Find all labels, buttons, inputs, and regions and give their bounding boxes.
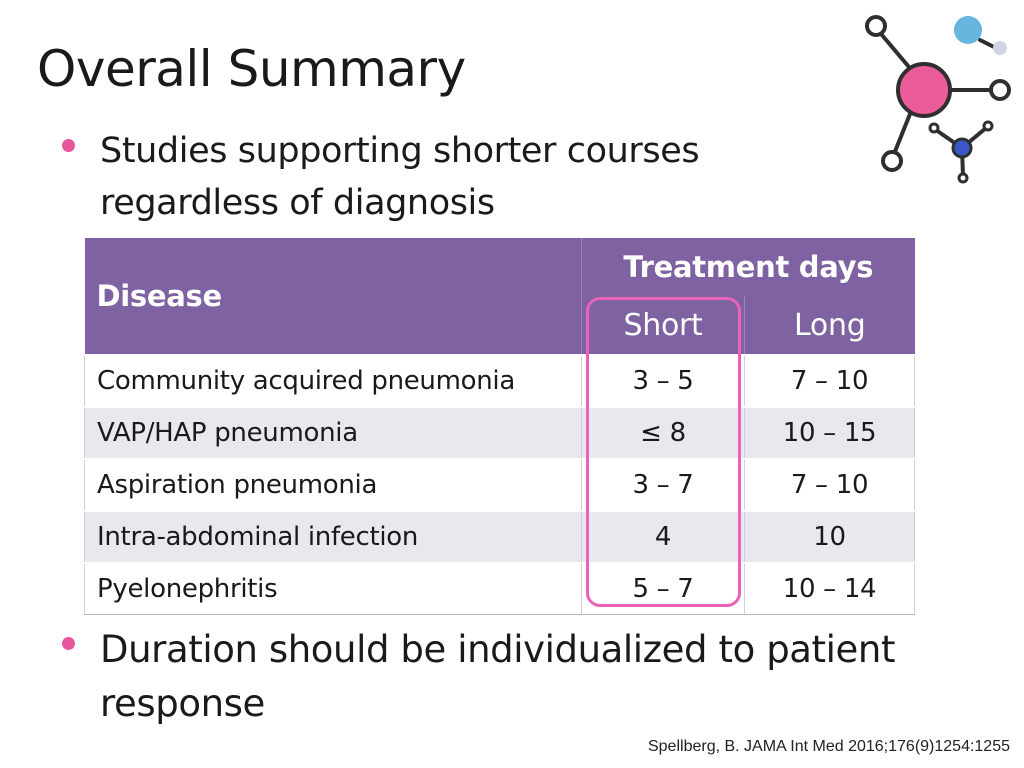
header-treatment-days: Treatment days	[581, 238, 915, 296]
cell-short: ≤ 8	[581, 406, 745, 460]
citation: Spellberg, B. JAMA Int Med 2016;176(9)12…	[647, 738, 1010, 755]
cell-disease: Community acquired pneumonia	[84, 354, 582, 408]
cell-disease: Intra-abdominal infection	[84, 510, 582, 564]
bullet-item: Duration should be individualized to pat…	[62, 623, 982, 731]
cell-long: 7 – 10	[743, 458, 916, 512]
table-row: Community acquired pneumonia 3 – 5 7 – 1…	[84, 354, 916, 408]
table-row: Intra-abdominal infection 4 10	[84, 510, 916, 564]
table-row: VAP/HAP pneumonia ≤ 8 10 – 15	[84, 406, 916, 460]
table-row: Pyelonephritis 5 – 7 10 – 14	[84, 562, 916, 615]
bullet-dot-icon	[62, 637, 75, 650]
header-disease: Disease	[84, 238, 582, 355]
bullet-dot-icon	[62, 139, 75, 152]
slide-title: Overall Summary	[37, 40, 466, 98]
cell-long: 7 – 10	[743, 354, 916, 408]
molecule-icon	[865, 15, 1011, 184]
cell-disease: Aspiration pneumonia	[84, 458, 582, 512]
bullet-text: Duration should be individualized to pat…	[100, 628, 896, 725]
cell-short: 4	[581, 510, 745, 564]
cell-disease: VAP/HAP pneumonia	[84, 406, 582, 460]
cell-long: 10 – 14	[743, 562, 916, 615]
cell-long: 10	[743, 510, 916, 564]
cell-short: 3 – 5	[581, 354, 745, 408]
cell-short: 3 – 7	[581, 458, 745, 512]
bullet-item: Studies supporting shorter courses regar…	[62, 125, 782, 229]
table-row: Aspiration pneumonia 3 – 7 7 – 10	[84, 458, 916, 512]
cell-disease: Pyelonephritis	[84, 562, 582, 615]
cell-long: 10 – 15	[743, 406, 916, 460]
bullet-text: Studies supporting shorter courses regar…	[100, 131, 700, 223]
header-short: Short	[581, 296, 745, 355]
cell-short: 5 – 7	[581, 562, 745, 615]
header-long: Long	[744, 296, 915, 355]
treatment-table: Disease Treatment days Short Long Commun…	[84, 238, 916, 615]
